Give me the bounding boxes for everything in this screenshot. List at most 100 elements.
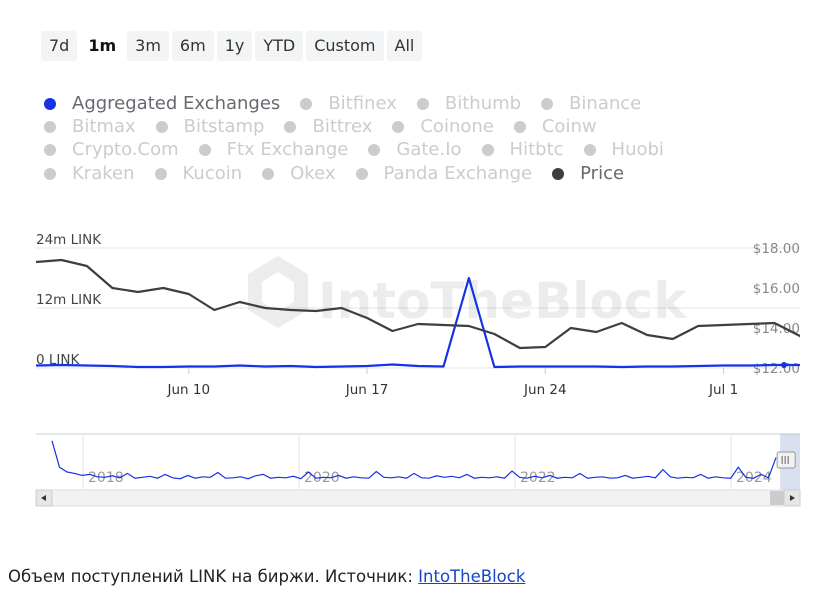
legend-label: Price	[580, 162, 625, 184]
navigator-handle-box[interactable]	[776, 451, 796, 469]
legend-label: Ftx Exchange	[226, 139, 349, 161]
legend-marker-icon	[198, 144, 211, 157]
legend-row: Bitmax Bitstamp Bittrex Coinone Coinw	[44, 115, 764, 138]
navigator-handle[interactable]	[776, 451, 796, 469]
legend-marker-icon	[552, 167, 565, 180]
legend-label: Bitfinex	[328, 92, 397, 114]
range-button-all[interactable]: All	[386, 31, 423, 61]
legend-item-bithumb[interactable]: Bithumb	[416, 92, 522, 115]
x-tick-label: Jun 10	[167, 382, 211, 398]
legend-marker-icon	[392, 120, 405, 133]
scrollbar-track[interactable]	[35, 489, 801, 507]
caption: Объем поступлений LINK на биржи. Источни…	[8, 567, 525, 586]
y-right-tick-label: $18.00	[753, 241, 800, 257]
legend-marker-icon	[583, 144, 596, 157]
legend-label: Bitmax	[72, 115, 136, 137]
legend-item-ftx-exchange[interactable]: Ftx Exchange	[198, 139, 349, 161]
series-line-price	[36, 258, 800, 350]
legend-marker-icon	[284, 120, 297, 133]
legend-marker-icon	[44, 144, 56, 157]
legend-item-huobi[interactable]: Huobi	[583, 139, 664, 161]
navigator-year-label: 2018	[88, 470, 124, 486]
scrollbar-thumb[interactable]	[770, 491, 784, 505]
legend-marker-icon	[541, 97, 554, 110]
watermark-text: IntoTheBlock	[318, 272, 688, 330]
range-button-ytd[interactable]: YTD	[255, 31, 304, 61]
legend-marker-icon	[368, 144, 381, 157]
y-left-tick-label: 12m LINK	[36, 292, 102, 308]
range-button-6m[interactable]: 6m	[171, 31, 214, 61]
legend-marker-icon	[44, 97, 56, 110]
legend-item-kucoin[interactable]: Kucoin	[154, 162, 243, 185]
legend-marker-icon	[155, 120, 168, 133]
legend-marker-icon	[44, 120, 56, 133]
legend-label: Coinone	[420, 115, 494, 137]
legend-item-bitfinex[interactable]: Bitfinex	[300, 93, 397, 115]
watermark-logo-icon	[248, 256, 308, 328]
range-button-1m[interactable]: 1m	[80, 31, 125, 61]
legend-item-binance[interactable]: Binance	[541, 93, 641, 115]
legend-label: Gate.Io	[396, 139, 462, 161]
legend-label: Kucoin	[182, 162, 243, 184]
legend-label: Bitstamp	[183, 115, 265, 137]
legend-label: Binance	[569, 92, 642, 114]
legend-label: Coinw	[541, 115, 597, 137]
range-button-1y[interactable]: 1y	[216, 31, 253, 61]
navigator-series-line	[51, 440, 777, 480]
legend-marker-icon	[154, 167, 167, 180]
range-button-custom[interactable]: Custom	[306, 31, 384, 61]
range-button-7d[interactable]: 7d	[41, 31, 78, 61]
legend-marker-icon	[262, 167, 275, 180]
legend-item-gate-io[interactable]: Gate.Io	[368, 139, 462, 161]
caption-text: Объем поступлений LINK на биржи. Источни…	[8, 567, 419, 586]
legend-row: Aggregated Exchanges Bitfinex Bithumb Binan…	[44, 92, 764, 115]
main-chart: IntoTheBlock 0 LINK 12m LINK 24m LINK $12.00…	[36, 232, 800, 398]
legend-label: Hitbtc	[509, 139, 564, 161]
legend-item-hitbtc[interactable]: Hitbtc	[481, 139, 564, 161]
series-line-aggregated-exchanges	[36, 276, 800, 369]
legend-row: Crypto.Com Ftx Exchange Gate.Io Hitbtc Huobi	[44, 139, 764, 162]
legend-item-kraken[interactable]: Kraken	[44, 163, 135, 185]
legend-label: Crypto.Com	[72, 139, 179, 161]
legend-item-bittrex[interactable]: Bittrex	[284, 116, 372, 138]
legend-label: Huobi	[611, 139, 664, 161]
legend-item-bitstamp[interactable]: Bitstamp	[155, 115, 265, 138]
x-tick-label: Jul 1	[708, 382, 738, 398]
chart-legend: Aggregated Exchanges Bitfinex Bithumb Binan…	[44, 92, 764, 185]
y-right-tick-label: $12.00	[753, 361, 800, 377]
source-link[interactable]: IntoTheBlock	[418, 567, 526, 586]
legend-marker-icon	[44, 167, 56, 180]
legend-item-coinw[interactable]: Coinw	[513, 115, 597, 138]
legend-label: Panda Exchange	[383, 162, 533, 184]
legend-marker-icon	[513, 120, 526, 133]
arrow-right-icon	[790, 495, 795, 501]
arrow-left-icon	[41, 495, 46, 501]
legend-marker-icon	[481, 144, 494, 157]
legend-marker-icon	[300, 97, 313, 110]
legend-item-okex[interactable]: Okex	[262, 162, 336, 185]
legend-row: Kraken Kucoin Okex Panda Exchange Price	[44, 162, 764, 185]
range-selector: 7d 1m 3m 6m 1y YTD Custom All	[41, 31, 423, 61]
legend-item-crypto-com[interactable]: Crypto.Com	[44, 139, 179, 161]
y-right-tick-label: $16.00	[753, 281, 800, 297]
navigator-chart[interactable]: 2018 2020 2022 2024	[0, 430, 827, 512]
legend-marker-icon	[355, 167, 368, 180]
legend-item-aggregated-exchanges[interactable]: Aggregated Exchanges	[44, 93, 280, 115]
legend-label: Kraken	[72, 162, 135, 184]
x-tick-label: Jun 17	[345, 382, 389, 398]
y-right-tick-label: $14.00	[753, 321, 800, 337]
legend-item-coinone[interactable]: Coinone	[392, 116, 494, 138]
watermark: IntoTheBlock	[248, 256, 688, 330]
legend-label: Aggregated Exchanges	[72, 92, 281, 114]
y-left-tick-label: 24m LINK	[36, 232, 102, 248]
legend-item-price[interactable]: Price	[552, 163, 624, 185]
legend-label: Bittrex	[312, 115, 373, 137]
legend-label: Bithumb	[444, 92, 522, 114]
legend-item-panda-exchange[interactable]: Panda Exchange	[355, 162, 533, 185]
legend-item-bitmax[interactable]: Bitmax	[44, 116, 136, 138]
legend-marker-icon	[416, 97, 429, 110]
y-left-tick-label: 0 LINK	[36, 352, 80, 368]
legend-label: Okex	[290, 162, 336, 184]
range-button-3m[interactable]: 3m	[127, 31, 169, 61]
series-point	[781, 362, 787, 368]
